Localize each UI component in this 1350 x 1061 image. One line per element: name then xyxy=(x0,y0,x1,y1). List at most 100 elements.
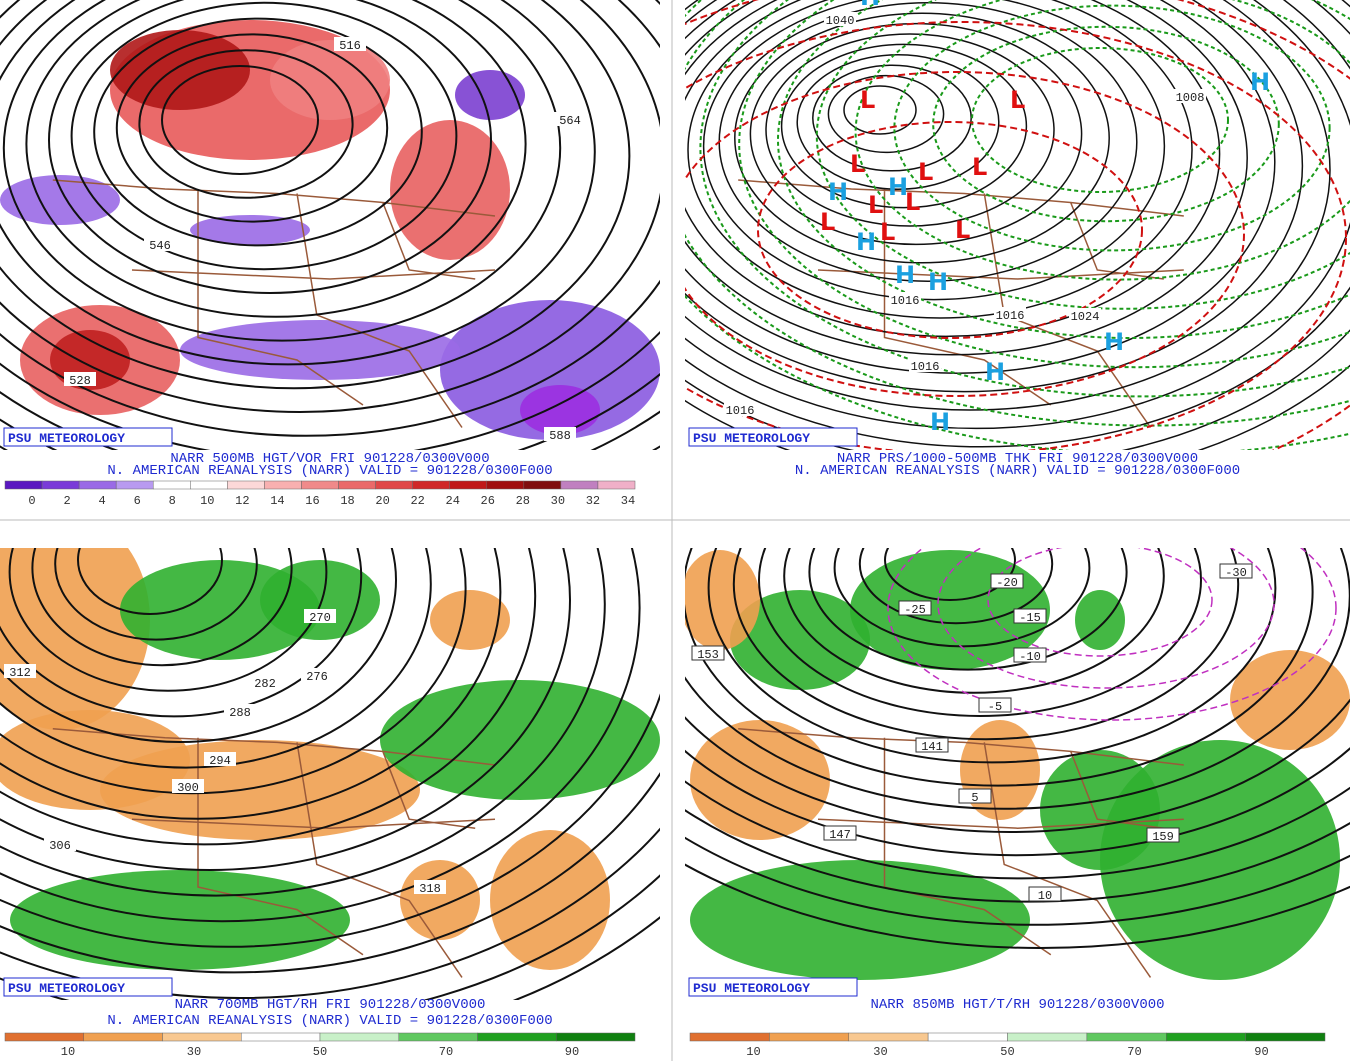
contour-label: -25 xyxy=(904,603,926,617)
contour-label: 1040 xyxy=(826,14,855,28)
colorbar-label: 6 xyxy=(134,494,141,508)
contour-label: 306 xyxy=(49,839,71,853)
colorbar-segment xyxy=(338,480,376,490)
shaded-area xyxy=(730,590,870,690)
contour xyxy=(0,692,660,948)
contour xyxy=(765,33,1055,227)
contour-label: 276 xyxy=(306,670,328,684)
contour xyxy=(685,809,1350,903)
label-bg xyxy=(1013,647,1047,663)
label-bg xyxy=(64,372,96,386)
colorbar-segment xyxy=(848,1032,929,1042)
map-title: NARR 850MB HGT/T/RH 901228/0300V000 xyxy=(870,997,1164,1013)
credit: PSU METEOROLOGY xyxy=(8,981,125,996)
map-panel: 516 564 546 588 528 PSU METEOROLOGY NARR 500MB… xyxy=(0,0,660,508)
contour-label: 159 xyxy=(1152,830,1174,844)
contour-label: 10 xyxy=(1038,889,1052,903)
pressure-center: L xyxy=(905,188,920,216)
contour-label: 282 xyxy=(254,677,276,691)
label-bg xyxy=(544,427,576,441)
label-bg xyxy=(915,737,949,753)
pressure-center: L xyxy=(918,158,933,186)
label-bg xyxy=(301,668,333,682)
pressure-center: L xyxy=(955,216,970,244)
label-bg xyxy=(1219,563,1253,579)
credit: PSU METEOROLOGY xyxy=(693,431,810,446)
label-bg xyxy=(898,600,932,616)
contour xyxy=(0,548,606,897)
contour xyxy=(685,0,1248,356)
contour xyxy=(0,0,631,390)
contour-label: 588 xyxy=(549,429,571,443)
colorbar-segment xyxy=(301,480,339,490)
label-bg xyxy=(172,779,204,793)
shaded-area xyxy=(1040,750,1160,870)
colorbar-segment xyxy=(523,480,562,490)
colorbar-segment xyxy=(769,1032,849,1042)
contour xyxy=(987,548,1213,657)
contour xyxy=(115,33,389,223)
label-bg xyxy=(824,12,856,26)
colorbar-segment xyxy=(41,480,80,490)
contour-label: -5 xyxy=(988,700,1002,714)
map-title: NARR 700MB HGT/RH FRI 901228/0300V000 xyxy=(175,997,486,1013)
label-bg xyxy=(204,752,236,766)
credit-box xyxy=(3,427,173,447)
colorbar-label: 10 xyxy=(61,1045,75,1059)
pressure-center: H xyxy=(895,261,915,289)
colorbar-label: 28 xyxy=(516,494,530,508)
contour xyxy=(893,4,1331,252)
pressure-center: L xyxy=(972,153,987,181)
contour xyxy=(687,0,1193,319)
colorbar-label: 20 xyxy=(375,494,389,508)
label-bg xyxy=(1069,308,1101,322)
shaded-area xyxy=(430,590,510,650)
colorbar-label: 34 xyxy=(621,494,635,508)
colorbar-label: 32 xyxy=(586,494,600,508)
colorbar-label: 10 xyxy=(746,1045,760,1059)
contour xyxy=(685,0,1331,411)
contour-label: 294 xyxy=(209,754,231,768)
shaded-area xyxy=(380,680,660,800)
colorbar-label: 26 xyxy=(481,494,495,508)
colorbar-label: 10 xyxy=(200,494,214,508)
contour-label: 1016 xyxy=(891,294,920,308)
pressure-center: L xyxy=(880,218,895,246)
credit: PSU METEOROLOGY xyxy=(693,981,810,996)
contour xyxy=(0,548,571,871)
label-bg xyxy=(249,675,281,689)
colorbar-segment xyxy=(264,480,302,490)
map-subtitle: N. AMERICAN REANALYSIS (NARR) VALID = 90… xyxy=(795,463,1240,479)
contour-label: 1016 xyxy=(911,360,940,374)
label-bg xyxy=(691,645,725,661)
map-panel: -30 -25 -20 -15 -10 -5 5 10 141 147 153 159 PSU METE… xyxy=(685,548,1350,1059)
contour xyxy=(138,49,354,199)
contour-label: 528 xyxy=(69,374,91,388)
contour xyxy=(31,548,293,667)
contour xyxy=(0,548,397,743)
contour xyxy=(54,548,258,641)
colorbar-label: 22 xyxy=(410,494,424,508)
credit: PSU METEOROLOGY xyxy=(8,431,125,446)
map-panel: 270 276 282 288 294 300 306 312 318 PSU METEOROLO… xyxy=(0,548,660,1059)
pressure-center: L xyxy=(860,86,875,114)
pressure-center: L xyxy=(850,150,865,178)
label-bg xyxy=(44,837,76,851)
contour xyxy=(0,827,660,999)
contour xyxy=(702,0,1166,301)
contour-label: 141 xyxy=(921,740,943,754)
contour xyxy=(685,0,1221,338)
colorbar-segment xyxy=(486,480,525,490)
contour xyxy=(685,0,1350,448)
contour xyxy=(808,548,1128,671)
colorbar-segment xyxy=(241,1032,321,1042)
pressure-center: H xyxy=(985,358,1005,386)
contour xyxy=(25,0,527,318)
colorbar-segment xyxy=(927,1032,1008,1042)
contour xyxy=(685,0,1304,393)
colorbar-segment xyxy=(319,1032,399,1042)
contour xyxy=(0,0,660,437)
colorbar-segment xyxy=(190,480,228,490)
shaded-area xyxy=(690,720,830,840)
